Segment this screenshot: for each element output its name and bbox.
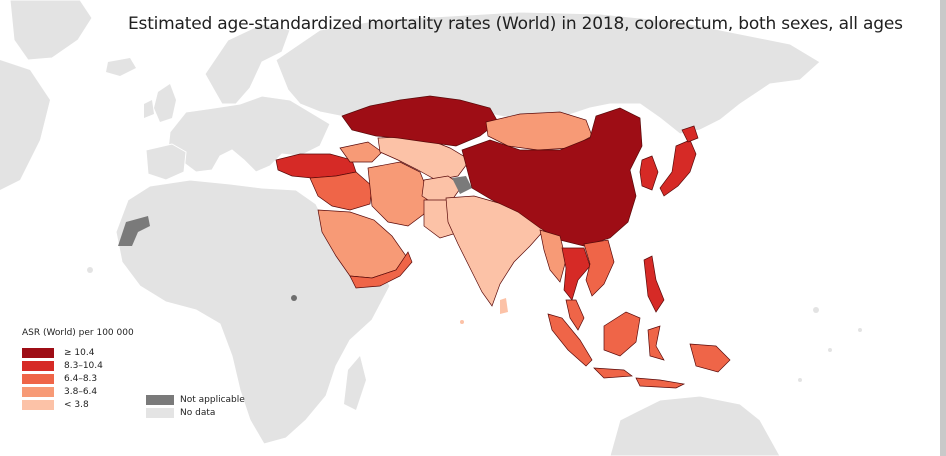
north-america [0, 60, 50, 190]
borneo [603, 311, 641, 357]
legend-title: ASR (World) per 100 000 [22, 328, 134, 338]
legend-label: Not applicable [180, 394, 245, 405]
legend-swatch [22, 399, 54, 410]
new-guinea [689, 343, 731, 373]
java [593, 367, 633, 379]
caucasus [339, 141, 383, 163]
united-kingdom [154, 84, 176, 122]
greenland [9, 0, 93, 61]
western-sahara [118, 216, 150, 246]
iceland [106, 58, 136, 76]
legend-swatch [22, 386, 54, 397]
africa [115, 179, 391, 445]
legend-label: 3.8–6.4 [64, 386, 98, 397]
thailand [561, 247, 591, 301]
yemen-oman [349, 251, 413, 289]
sri-lanka [500, 298, 508, 314]
legend-label: ≥ 10.4 [64, 347, 95, 358]
legend-swatch [146, 394, 174, 405]
japan [659, 139, 697, 197]
legend-label: 8.3–10.4 [64, 360, 103, 371]
syria-iraq [309, 171, 373, 211]
ireland [144, 100, 154, 118]
europe [167, 95, 331, 173]
legend-item: ≥ 10.4 [22, 346, 134, 359]
lake [291, 295, 297, 301]
scandinavia [204, 23, 291, 105]
legend-item-no-data: No data [146, 406, 245, 419]
legend-item: < 3.8 [22, 398, 134, 411]
legend-item: 8.3–10.4 [22, 359, 134, 372]
legend-extra: Not applicable No data [146, 393, 245, 419]
legend-swatch [22, 360, 54, 371]
island [460, 320, 464, 324]
legend-swatch [22, 373, 54, 384]
iberia [145, 143, 187, 181]
legend: ASR (World) per 100 000 ≥ 10.4 8.3–10.4 … [22, 328, 134, 411]
legend-swatch [146, 407, 174, 418]
legend-label: < 3.8 [64, 399, 89, 410]
china [461, 107, 643, 247]
map-title: Estimated age-standardized mortality rat… [128, 14, 903, 34]
side-strip [940, 0, 946, 456]
kashmir [452, 176, 472, 194]
australia [609, 395, 781, 456]
island [858, 328, 862, 332]
indochina [583, 239, 615, 297]
legend-item-not-applicable: Not applicable [146, 393, 245, 406]
japan-hokkaido [681, 125, 699, 143]
island [798, 378, 802, 382]
sulawesi [647, 325, 665, 361]
legend-label: No data [180, 407, 216, 418]
madagascar [344, 356, 366, 410]
legend-item: 6.4–8.3 [22, 372, 134, 385]
korea [639, 155, 659, 191]
legend-item: 3.8–6.4 [22, 385, 134, 398]
philippines [643, 255, 665, 313]
myanmar [539, 229, 567, 283]
island [813, 307, 819, 313]
island [828, 348, 832, 352]
malay-peninsula [565, 299, 585, 331]
legend-swatch [22, 347, 54, 358]
lesser-sunda [635, 377, 686, 389]
sumatra [547, 313, 593, 367]
island [87, 267, 93, 273]
legend-label: 6.4–8.3 [64, 373, 98, 384]
